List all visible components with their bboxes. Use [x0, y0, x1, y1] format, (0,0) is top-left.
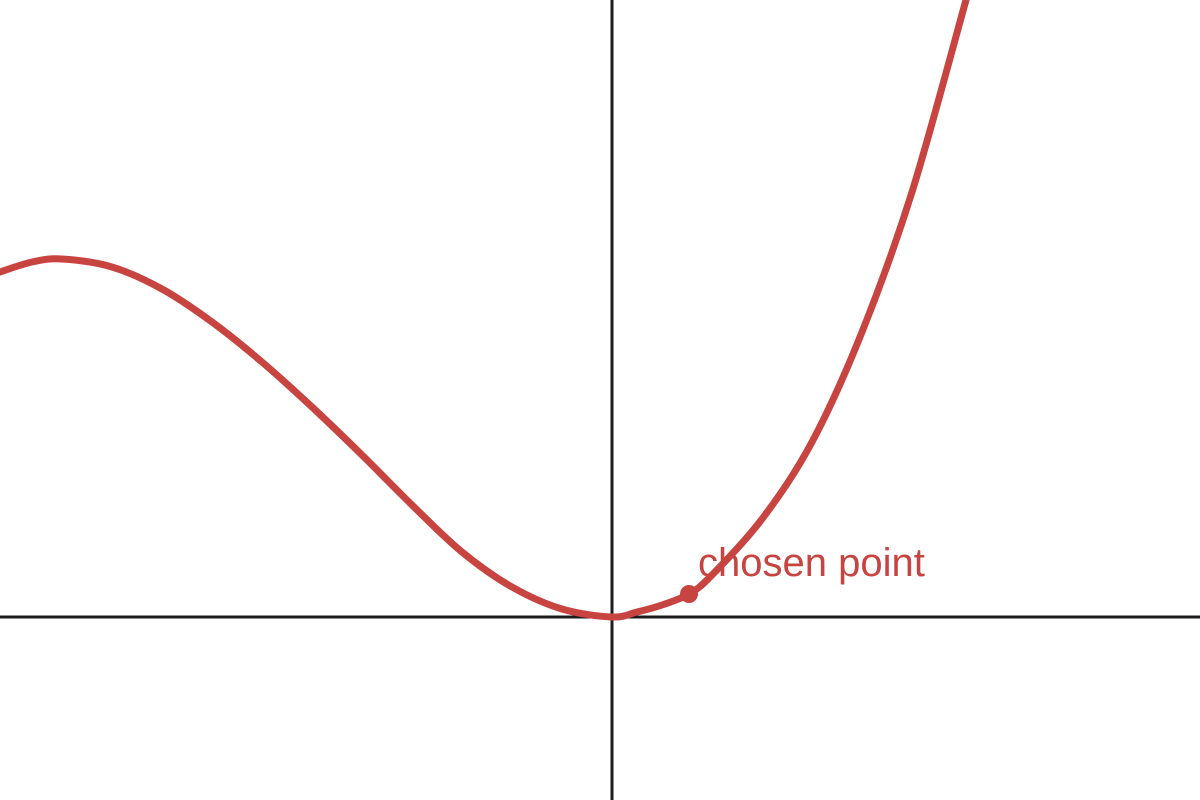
chosen-point-marker[interactable]	[680, 585, 698, 603]
function-curve[interactable]	[0, 0, 970, 621]
chosen-point-label: chosen point	[698, 541, 925, 585]
